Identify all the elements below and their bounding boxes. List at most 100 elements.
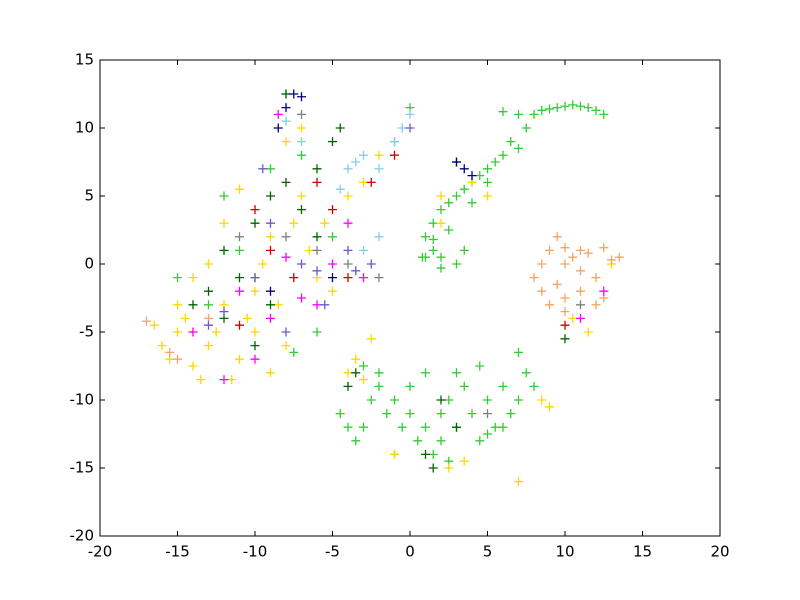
scatter-point bbox=[428, 235, 438, 245]
scatter-point bbox=[452, 259, 461, 269]
scatter-point bbox=[281, 89, 291, 99]
scatter-point bbox=[390, 150, 399, 160]
scatter-point bbox=[475, 436, 485, 446]
scatter-point bbox=[436, 218, 446, 228]
scatter-point bbox=[219, 191, 229, 201]
x-tick-label: -15 bbox=[165, 543, 190, 561]
scatter-point bbox=[281, 232, 291, 242]
scatter-point bbox=[188, 300, 198, 310]
scatter-point bbox=[343, 422, 353, 432]
scatter-point bbox=[343, 164, 353, 174]
scatter-point bbox=[428, 463, 438, 473]
y-tick-label: -5 bbox=[79, 323, 94, 341]
scatter-point bbox=[312, 177, 322, 187]
scatter-point bbox=[328, 205, 337, 215]
scatter-point bbox=[157, 341, 167, 351]
scatter-point bbox=[359, 375, 368, 385]
scatter-point bbox=[250, 327, 260, 337]
scatter-point bbox=[312, 300, 322, 310]
scatter-point bbox=[359, 422, 368, 432]
scatter-point bbox=[351, 354, 361, 364]
scatter-point bbox=[335, 184, 345, 194]
scatter-point bbox=[173, 273, 182, 283]
scatter-point bbox=[421, 449, 430, 459]
scatter-point bbox=[312, 164, 322, 174]
scatter-point bbox=[405, 381, 415, 391]
scatter-point bbox=[289, 218, 299, 228]
scatter-point bbox=[235, 273, 244, 283]
scatter-point bbox=[459, 381, 469, 391]
scatter-point bbox=[483, 191, 492, 201]
scatter-point bbox=[219, 245, 229, 255]
scatter-point bbox=[599, 109, 609, 119]
scatter-point bbox=[514, 347, 523, 357]
scatter-point bbox=[266, 232, 275, 242]
scatter-point bbox=[436, 263, 446, 273]
y-tick-label: 5 bbox=[84, 187, 94, 205]
scatter-point bbox=[529, 109, 539, 119]
scatter-point bbox=[483, 164, 492, 174]
scatter-point bbox=[343, 245, 353, 255]
scatter-point bbox=[250, 218, 260, 228]
scatter-point bbox=[560, 243, 570, 253]
scatter-point bbox=[273, 123, 283, 133]
scatter-point bbox=[498, 422, 508, 432]
scatter-point bbox=[413, 436, 423, 446]
scatter-point bbox=[250, 354, 260, 364]
scatter-point bbox=[560, 101, 570, 111]
scatter-point bbox=[297, 191, 306, 201]
scatter-point bbox=[428, 449, 438, 459]
scatter-point bbox=[521, 123, 531, 133]
scatter-point bbox=[196, 375, 206, 385]
scatter-point bbox=[266, 218, 275, 228]
scatter-point bbox=[483, 429, 492, 439]
scatter-point bbox=[537, 105, 547, 115]
x-tick-label: 0 bbox=[405, 543, 415, 561]
scatter-point bbox=[188, 361, 198, 371]
scatter-point bbox=[529, 381, 539, 391]
scatter-point bbox=[343, 259, 353, 269]
scatter-point bbox=[266, 313, 275, 323]
scatter-point bbox=[428, 218, 438, 228]
scatter-point bbox=[514, 395, 523, 405]
scatter-point bbox=[374, 164, 384, 174]
scatter-point bbox=[421, 368, 430, 378]
scatter-point bbox=[490, 422, 500, 432]
scatter-point bbox=[297, 123, 306, 133]
scatter-point bbox=[374, 150, 384, 160]
scatter-point bbox=[351, 266, 361, 276]
scatter-point bbox=[335, 123, 345, 133]
scatter-point bbox=[452, 191, 461, 201]
scatter-point bbox=[583, 327, 593, 337]
scatter-point bbox=[281, 116, 291, 126]
x-tick-label: -5 bbox=[325, 543, 340, 561]
scatter-point bbox=[312, 245, 322, 255]
scatter-point bbox=[405, 123, 415, 133]
scatter-point bbox=[374, 368, 384, 378]
scatter-point bbox=[328, 259, 337, 269]
x-tick-label: 15 bbox=[633, 543, 652, 561]
scatter-point bbox=[560, 259, 570, 269]
scatter-point bbox=[444, 198, 454, 208]
scatter-point bbox=[560, 293, 570, 303]
scatter-point bbox=[328, 286, 337, 296]
scatter-point bbox=[250, 341, 260, 351]
scatter-point bbox=[297, 205, 306, 215]
scatter-point bbox=[281, 341, 291, 351]
plot-area bbox=[142, 89, 624, 487]
scatter-point bbox=[436, 252, 446, 262]
scatter-point bbox=[328, 232, 337, 242]
scatter-point bbox=[475, 361, 485, 371]
scatter-point bbox=[390, 137, 399, 147]
scatter-point bbox=[180, 313, 190, 323]
scatter-point bbox=[568, 100, 578, 110]
scatter-point bbox=[366, 177, 376, 187]
scatter-point bbox=[366, 395, 376, 405]
scatter-point bbox=[405, 109, 415, 119]
scatter-point bbox=[560, 307, 570, 317]
scatter-point bbox=[467, 198, 477, 208]
y-tick-label: -20 bbox=[70, 527, 95, 545]
scatter-point bbox=[467, 171, 477, 181]
scatter-point bbox=[235, 184, 244, 194]
